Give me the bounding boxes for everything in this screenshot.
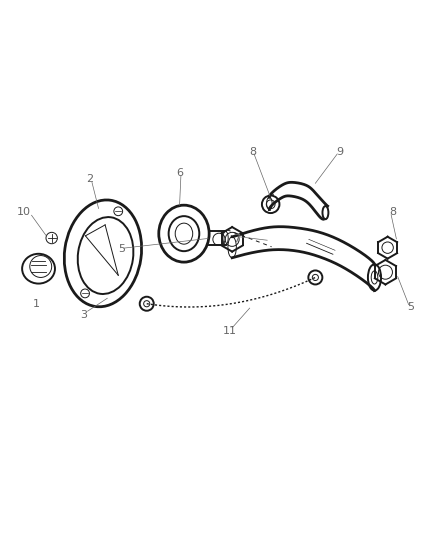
Text: 5: 5	[118, 244, 125, 254]
Text: 1: 1	[32, 298, 39, 309]
Text: 2: 2	[86, 174, 93, 184]
Text: 11: 11	[223, 326, 237, 336]
Text: 9: 9	[336, 147, 343, 157]
Text: 5: 5	[407, 302, 414, 312]
Text: 8: 8	[389, 207, 396, 217]
Text: 3: 3	[81, 310, 88, 320]
Text: 7: 7	[233, 234, 240, 244]
Text: 6: 6	[176, 168, 183, 178]
Text: 10: 10	[17, 207, 31, 217]
Text: 8: 8	[249, 147, 256, 157]
